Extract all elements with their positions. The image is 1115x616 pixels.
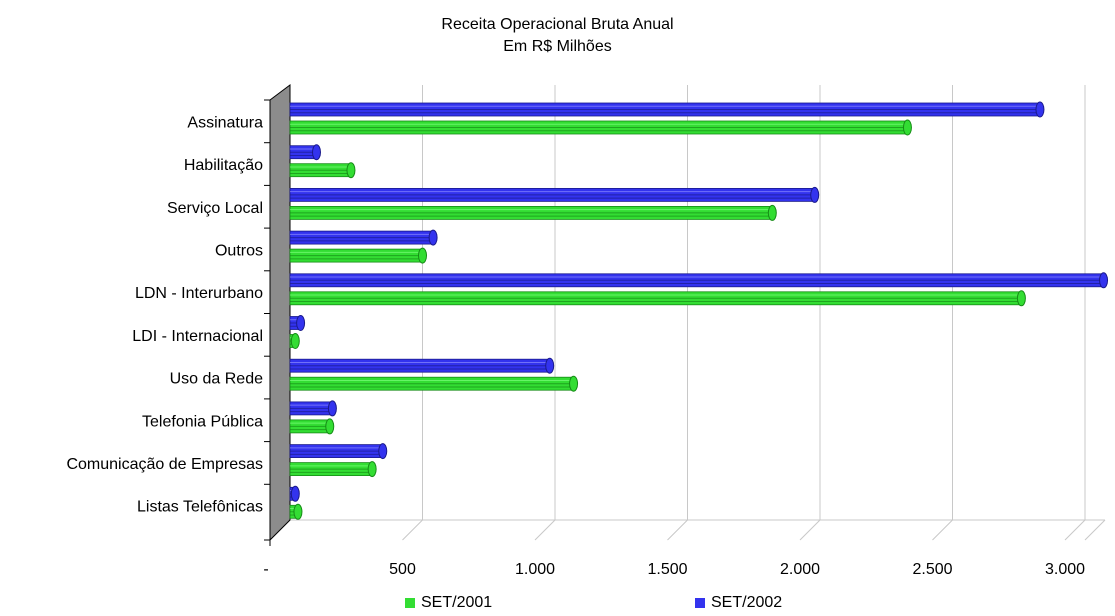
bar-set2001 — [289, 290, 1026, 307]
legend-item-set2002: SET/2002 — [695, 594, 782, 612]
x-tick-label: 2.000 — [780, 561, 820, 578]
category-label: Outros — [215, 242, 263, 259]
floor-gridline — [799, 519, 821, 541]
floor-gridline — [402, 519, 423, 541]
x-tick-label: 2.500 — [912, 561, 952, 578]
floor-gridline — [667, 519, 688, 541]
bar-set2001 — [289, 204, 777, 221]
bar-set2002 — [289, 101, 1045, 118]
bar-set2001 — [289, 418, 335, 435]
category-label: Listas Telefônicas — [137, 499, 263, 516]
category-label: Telefonia Pública — [142, 413, 263, 430]
bar-set2001 — [289, 247, 427, 264]
bar-set2001 — [289, 461, 377, 478]
bar-set2001 — [289, 375, 579, 392]
category-label: LDN - Interurbano — [135, 285, 263, 302]
chart-title: Receita Operacional Bruta Anual — [441, 16, 674, 33]
floor-gridline — [534, 519, 556, 541]
category-label: Uso da Rede — [170, 371, 263, 388]
floor-right-edge — [1084, 519, 1106, 541]
bar-set2002 — [289, 229, 438, 246]
legend-item-set2001: SET/2001 — [405, 594, 492, 612]
bar-set2002 — [289, 485, 300, 502]
bar-set2002 — [289, 272, 1109, 289]
bar-set2001 — [289, 119, 912, 136]
bar-chart: - 500 1.000 1.500 2.000 2.500 3.000 Assinatura H… — [66, 84, 1109, 578]
x-tick-label: - — [263, 561, 268, 578]
bar-set2001 — [289, 333, 300, 349]
category-label: Serviço Local — [167, 200, 263, 217]
bar-set2002 — [289, 400, 337, 417]
bar-set2002 — [289, 357, 555, 374]
legend-label-set2001: SET/2001 — [421, 594, 493, 611]
x-tick-label: 3.000 — [1045, 561, 1085, 578]
bar-set2001 — [289, 162, 356, 179]
x-tick-label: 1.500 — [647, 561, 687, 578]
bar-set2001 — [289, 503, 303, 520]
bar-set2002 — [289, 186, 820, 203]
legend-swatch-set2001 — [405, 598, 415, 608]
bar-set2002 — [289, 443, 388, 460]
chart-subtitle: Em R$ Milhões — [503, 38, 612, 55]
bar-set2002 — [289, 144, 321, 161]
x-tick-label: 500 — [389, 561, 416, 578]
category-label: LDI - Internacional — [132, 328, 263, 345]
category-label: Comunicação de Empresas — [66, 456, 263, 473]
x-tick-label: 1.000 — [515, 561, 555, 578]
legend-label-set2002: SET/2002 — [711, 594, 783, 611]
category-label: Assinatura — [187, 114, 263, 131]
floor-gridline — [1064, 519, 1086, 541]
floor-gridline — [932, 519, 953, 541]
side-wall — [269, 84, 291, 542]
category-label: Habilitação — [184, 157, 263, 174]
legend-swatch-set2002 — [695, 598, 705, 608]
bar-set2002 — [289, 315, 306, 331]
